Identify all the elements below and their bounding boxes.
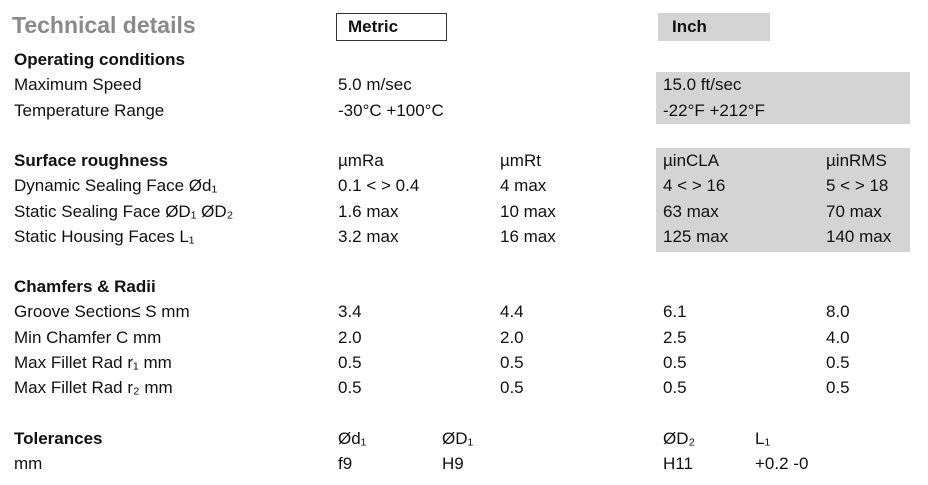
cell: 0.5 bbox=[663, 378, 687, 398]
inch-shade-operating bbox=[656, 72, 910, 124]
row-label: Max Fillet Rad r₂ mm bbox=[14, 378, 173, 398]
section-title: Tolerances bbox=[14, 429, 103, 448]
cell: 5 < > 18 bbox=[826, 176, 889, 196]
row-label: Static Housing Faces L₁ bbox=[14, 226, 195, 246]
cell: 140 max bbox=[826, 226, 892, 246]
section-title: Surface roughness bbox=[14, 151, 168, 170]
section-title: Chamfers & Radii bbox=[14, 277, 156, 296]
row-label: Max Fillet Rad r₁ mm bbox=[14, 352, 172, 372]
cell: -22°F +212°F bbox=[663, 100, 765, 120]
column-header: µmRa bbox=[338, 151, 384, 170]
cell: 8.0 bbox=[826, 302, 850, 322]
metric-label: Metric bbox=[348, 17, 399, 36]
metric-box bbox=[336, 13, 447, 41]
cell: 16 max bbox=[500, 226, 556, 246]
row-label: mm bbox=[14, 454, 43, 474]
cell: 10 max bbox=[500, 201, 556, 221]
cell: 63 max bbox=[663, 201, 719, 221]
cell: 4.0 bbox=[826, 327, 850, 347]
cell: 6.1 bbox=[663, 302, 687, 322]
title: Technical details bbox=[12, 12, 196, 38]
row-label: Min Chamfer C mm bbox=[14, 327, 162, 347]
column-header: µinRMS bbox=[826, 151, 887, 170]
cell: 2.0 bbox=[500, 327, 524, 347]
cell: 125 max bbox=[663, 226, 729, 246]
cell: 0.5 bbox=[663, 352, 687, 372]
cell: 0.5 bbox=[826, 378, 850, 398]
cell: 0.5 bbox=[338, 352, 362, 372]
row-label: Groove Section≤ S mm bbox=[14, 302, 190, 322]
cell: 70 max bbox=[826, 201, 882, 221]
column-header: Ød₁ bbox=[338, 429, 367, 448]
inch-box bbox=[658, 13, 770, 41]
cell: 0.5 bbox=[500, 378, 524, 398]
cell: 4 < > 16 bbox=[663, 176, 726, 196]
row-label: Static Sealing Face ØD₁ ØD₂ bbox=[14, 201, 234, 221]
column-header: µinCLA bbox=[663, 151, 720, 170]
cell: 4 max bbox=[500, 176, 547, 196]
inch-label: Inch bbox=[672, 17, 707, 36]
cell: 3.2 max bbox=[338, 226, 399, 246]
cell: 0.5 bbox=[338, 378, 362, 398]
cell: 3.4 bbox=[338, 302, 362, 322]
row-label: Dynamic Sealing Face Ød₁ bbox=[14, 176, 218, 196]
cell: 15.0 ft/sec bbox=[663, 75, 742, 95]
column-header: ØD₂ bbox=[663, 429, 696, 448]
row-label: Maximum Speed bbox=[14, 75, 142, 95]
cell: 0.5 bbox=[500, 352, 524, 372]
cell: 2.5 bbox=[663, 327, 687, 347]
cell: 0.1 < > 0.4 bbox=[338, 176, 420, 196]
cell: 5.0 m/sec bbox=[338, 75, 412, 95]
inch-shade-roughness bbox=[656, 148, 910, 252]
column-header: µmRt bbox=[500, 151, 541, 170]
section-title: Operating conditions bbox=[14, 50, 185, 69]
cell: 4.4 bbox=[500, 302, 524, 322]
cell: 1.6 max bbox=[338, 201, 399, 221]
cell: -30°C +100°C bbox=[338, 100, 444, 120]
column-header: L₁ bbox=[755, 429, 771, 448]
cell: f9 bbox=[338, 454, 353, 474]
column-header: ØD₁ bbox=[442, 429, 474, 448]
row-label: Temperature Range bbox=[14, 100, 165, 120]
cell: 0.5 bbox=[826, 352, 850, 372]
cell: +0.2 -0 bbox=[755, 454, 809, 474]
cell: H9 bbox=[442, 454, 464, 474]
cell: H11 bbox=[663, 454, 693, 474]
cell: 2.0 bbox=[338, 327, 362, 347]
